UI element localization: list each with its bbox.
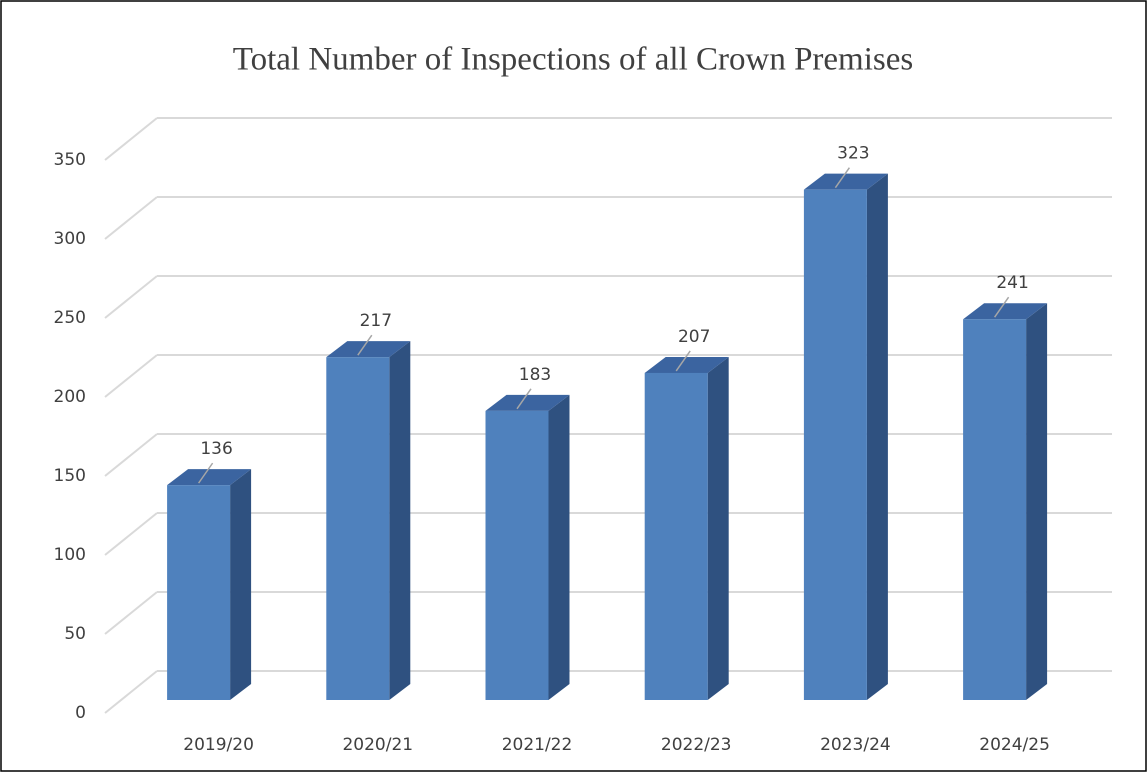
data-label: 207 bbox=[678, 327, 710, 347]
bar bbox=[644, 372, 708, 700]
bar-top bbox=[167, 469, 252, 486]
y-tick-label: 0 bbox=[75, 703, 86, 723]
grid-line-side bbox=[104, 670, 158, 714]
bar bbox=[167, 485, 231, 700]
y-tick-label: 350 bbox=[54, 150, 86, 170]
bar-side bbox=[230, 469, 252, 700]
grid-line-side bbox=[104, 196, 158, 240]
y-tick-label: 50 bbox=[64, 624, 86, 644]
bar-side bbox=[866, 173, 888, 700]
leader-line bbox=[516, 388, 532, 410]
y-tick-label: 300 bbox=[54, 229, 86, 249]
bar-top bbox=[963, 303, 1048, 320]
bar-top bbox=[485, 394, 570, 411]
bar-side bbox=[707, 356, 729, 700]
data-label: 217 bbox=[360, 311, 392, 331]
x-tick-label: 2019/20 bbox=[183, 735, 254, 755]
bar-top bbox=[644, 356, 729, 373]
data-label: 241 bbox=[996, 273, 1028, 293]
leader-line bbox=[197, 462, 214, 484]
bar-side bbox=[389, 341, 411, 700]
leader-line bbox=[993, 296, 1010, 318]
leader-line bbox=[357, 334, 373, 356]
bar-side bbox=[548, 394, 570, 700]
x-tick-label: 2022/23 bbox=[661, 735, 732, 755]
y-tick-label: 100 bbox=[54, 545, 86, 565]
bar bbox=[963, 319, 1027, 700]
grid-line-side bbox=[104, 433, 158, 477]
data-label: 183 bbox=[519, 365, 551, 385]
x-tick-label: 2021/22 bbox=[502, 735, 573, 755]
x-tick-label: 2020/21 bbox=[342, 735, 413, 755]
bar-top bbox=[326, 341, 411, 358]
y-tick-label: 250 bbox=[54, 308, 86, 328]
data-label: 323 bbox=[837, 144, 869, 164]
grid-line-side bbox=[104, 275, 158, 319]
grid-line-side bbox=[104, 591, 158, 635]
bar-side bbox=[1026, 303, 1048, 700]
bar-top bbox=[803, 173, 888, 190]
x-tick-label: 2024/25 bbox=[979, 735, 1050, 755]
y-tick-label: 150 bbox=[54, 466, 86, 486]
grid-line-side bbox=[104, 512, 158, 556]
bar bbox=[803, 189, 867, 700]
chart-title: Total Number of Inspections of all Crown… bbox=[233, 42, 913, 78]
leader-line bbox=[834, 167, 851, 189]
bar bbox=[326, 357, 390, 700]
x-tick-label: 2023/24 bbox=[820, 735, 891, 755]
leader-line bbox=[675, 350, 691, 372]
data-label: 136 bbox=[200, 439, 232, 459]
bar bbox=[485, 410, 549, 700]
grid-line-side bbox=[104, 354, 158, 398]
grid-line-side bbox=[104, 117, 158, 161]
y-tick-label: 200 bbox=[54, 387, 86, 407]
